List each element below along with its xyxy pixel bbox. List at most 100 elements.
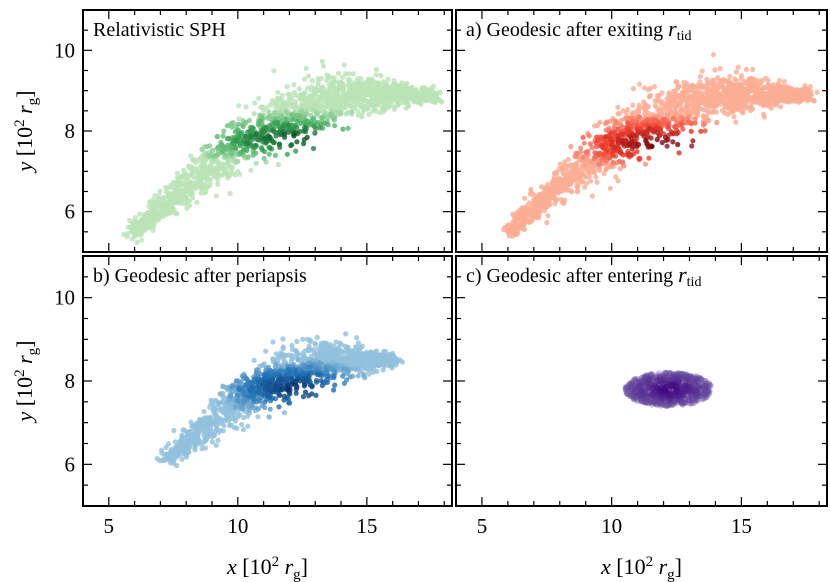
data-point <box>251 357 257 363</box>
data-point <box>294 139 300 145</box>
data-point <box>273 133 279 139</box>
data-point <box>199 446 205 452</box>
data-point <box>431 93 437 99</box>
data-point <box>740 110 746 116</box>
data-point <box>534 214 540 221</box>
data-point <box>169 205 175 211</box>
data-point <box>502 225 508 231</box>
data-point <box>732 76 738 82</box>
data-point <box>557 161 563 167</box>
data-point <box>774 92 781 98</box>
data-point <box>522 195 528 201</box>
data-point <box>233 404 239 410</box>
data-point <box>336 350 342 356</box>
data-point <box>325 98 331 104</box>
data-point <box>601 170 607 176</box>
data-point <box>213 193 219 199</box>
data-point <box>574 150 580 156</box>
data-point <box>182 188 188 194</box>
data-point <box>188 419 194 425</box>
data-point <box>658 101 664 107</box>
data-point <box>322 120 328 126</box>
data-point <box>291 82 297 88</box>
data-point <box>511 228 517 234</box>
data-point <box>171 427 177 434</box>
data-point <box>207 425 213 431</box>
data-point <box>285 122 292 128</box>
data-point <box>544 220 550 226</box>
data-point <box>682 98 688 104</box>
data-point <box>194 434 200 440</box>
panel-title-sub: tid <box>677 29 692 44</box>
data-point <box>361 364 367 370</box>
data-point <box>253 160 259 166</box>
data-point <box>194 199 200 206</box>
unit-close: ] <box>12 91 37 98</box>
data-point <box>286 95 292 101</box>
data-point <box>768 105 774 111</box>
data-point <box>743 66 750 72</box>
data-point <box>325 75 331 81</box>
data-point <box>316 360 323 366</box>
data-point <box>172 439 178 445</box>
data-point <box>341 380 347 386</box>
data-point <box>656 119 662 125</box>
data-point <box>588 178 594 184</box>
data-point <box>608 130 614 136</box>
data-point <box>329 75 335 81</box>
data-point <box>646 155 652 161</box>
data-point <box>185 163 192 169</box>
data-point <box>176 188 182 194</box>
data-point <box>403 105 409 111</box>
scatter-points <box>501 52 820 239</box>
data-point <box>380 367 386 373</box>
data-point <box>344 90 351 96</box>
data-point <box>781 87 787 93</box>
data-point <box>716 80 722 86</box>
data-point <box>194 179 200 185</box>
data-point <box>272 99 278 105</box>
unit-open: [10 <box>12 127 37 162</box>
data-point <box>167 460 173 466</box>
data-point <box>233 138 240 144</box>
data-point <box>380 100 386 106</box>
data-point <box>206 168 213 174</box>
data-point <box>276 141 283 147</box>
data-point <box>127 217 133 223</box>
data-point <box>586 173 592 180</box>
data-point <box>542 202 549 209</box>
data-point <box>129 236 135 242</box>
data-point <box>280 344 286 350</box>
data-point <box>345 76 351 82</box>
data-point <box>201 409 207 415</box>
data-point <box>150 205 156 211</box>
data-point <box>368 349 374 355</box>
data-point <box>551 181 557 187</box>
data-point <box>732 97 739 103</box>
data-point <box>396 85 402 91</box>
data-point <box>620 141 626 147</box>
data-point <box>300 128 306 134</box>
data-point <box>689 143 695 149</box>
data-point <box>699 68 705 74</box>
data-point <box>374 93 380 99</box>
data-point <box>174 462 180 469</box>
data-point <box>156 216 162 222</box>
data-point <box>307 99 313 105</box>
unit-exp: 2 <box>12 119 28 127</box>
data-point <box>625 106 631 113</box>
data-point <box>267 134 273 141</box>
data-point <box>217 419 223 425</box>
data-point <box>137 211 143 217</box>
data-point <box>152 193 158 199</box>
data-point <box>578 149 584 155</box>
data-point <box>352 80 358 86</box>
data-point <box>283 109 289 115</box>
data-point <box>203 415 209 421</box>
data-point <box>160 213 166 220</box>
data-point <box>613 174 619 180</box>
data-point <box>351 349 357 355</box>
data-point <box>251 111 257 117</box>
data-point <box>597 119 603 125</box>
data-point <box>156 201 162 207</box>
